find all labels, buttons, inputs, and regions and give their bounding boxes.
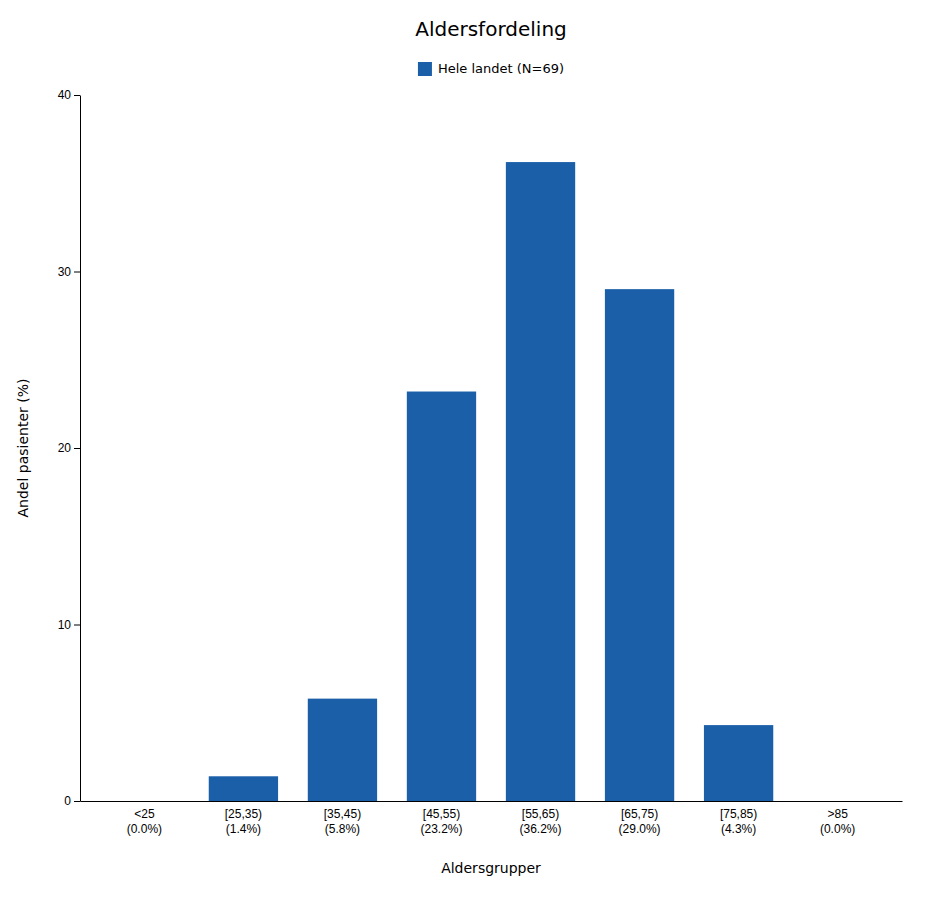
tick-label: [45,55)(23.2%) [420, 807, 462, 837]
axis-line [80, 96, 81, 802]
tick-label: <25(0.0%) [127, 807, 162, 837]
x-axis-title: Aldersgrupper [441, 860, 541, 876]
tick-label: >85(0.0%) [820, 807, 855, 837]
tick-label: 40 [58, 88, 72, 102]
tick-mark [74, 95, 80, 96]
plot-area: 0 10 20 30 40 <25(0.0%) [25,35)(1.4%) [35,45)(5… [58, 88, 903, 836]
y-tick: 20 [58, 441, 80, 455]
x-tick: [65,75)(29.0%) [619, 807, 661, 837]
bar [704, 725, 773, 801]
y-tick: 0 [64, 794, 80, 808]
bar [110, 801, 179, 802]
x-tick: [55,65)(36.2%) [520, 807, 562, 837]
legend-item: Hele landet (N=69) [418, 61, 564, 76]
x-axis: <25(0.0%) [25,35)(1.4%) [35,45)(5.8%) [45,5… [81, 802, 903, 837]
legend-label: Hele landet (N=69) [438, 61, 564, 76]
tick-label: [65,75)(29.0%) [619, 807, 661, 837]
bar [407, 392, 476, 801]
tick-mark [74, 448, 80, 449]
x-tick: >85(0.0%) [820, 807, 855, 837]
bar [605, 289, 674, 801]
tick-label: 0 [64, 794, 71, 808]
x-tick: [25,35)(1.4%) [225, 807, 262, 837]
tick-mark [74, 801, 80, 802]
bar [506, 162, 575, 801]
legend-swatch [418, 62, 432, 76]
tick-mark [74, 625, 80, 626]
chart: 0 10 20 30 40 <25(0.0%) [25,35)(1.4%) [35,45)(5… [0, 0, 932, 911]
y-axis-title: Andel pasienter (%) [15, 379, 31, 518]
bars [209, 162, 774, 801]
bar [308, 699, 377, 801]
tick-label: [55,65)(36.2%) [520, 807, 562, 837]
axis-line [81, 801, 903, 802]
legend: Hele landet (N=69) [418, 61, 564, 76]
bar [803, 801, 872, 802]
x-tick: [35,45)(5.8%) [324, 807, 361, 837]
x-tick: [75,85)(4.3%) [720, 807, 757, 837]
y-tick: 10 [58, 618, 80, 632]
title: Aldersfordeling [415, 17, 567, 41]
x-tick: [45,55)(23.2%) [420, 807, 462, 837]
tick-label: 10 [58, 618, 72, 632]
tick-label: [35,45)(5.8%) [324, 807, 361, 837]
bar [209, 776, 278, 801]
y-tick: 40 [58, 88, 80, 102]
tick-label: 20 [58, 441, 72, 455]
tick-label: [25,35)(1.4%) [225, 807, 262, 837]
tick-label: 30 [58, 265, 72, 279]
y-axis: 0 10 20 30 40 [58, 88, 81, 808]
tick-mark [74, 272, 80, 273]
tick-label: [75,85)(4.3%) [720, 807, 757, 837]
y-tick: 30 [58, 265, 80, 279]
x-tick: <25(0.0%) [127, 807, 162, 837]
